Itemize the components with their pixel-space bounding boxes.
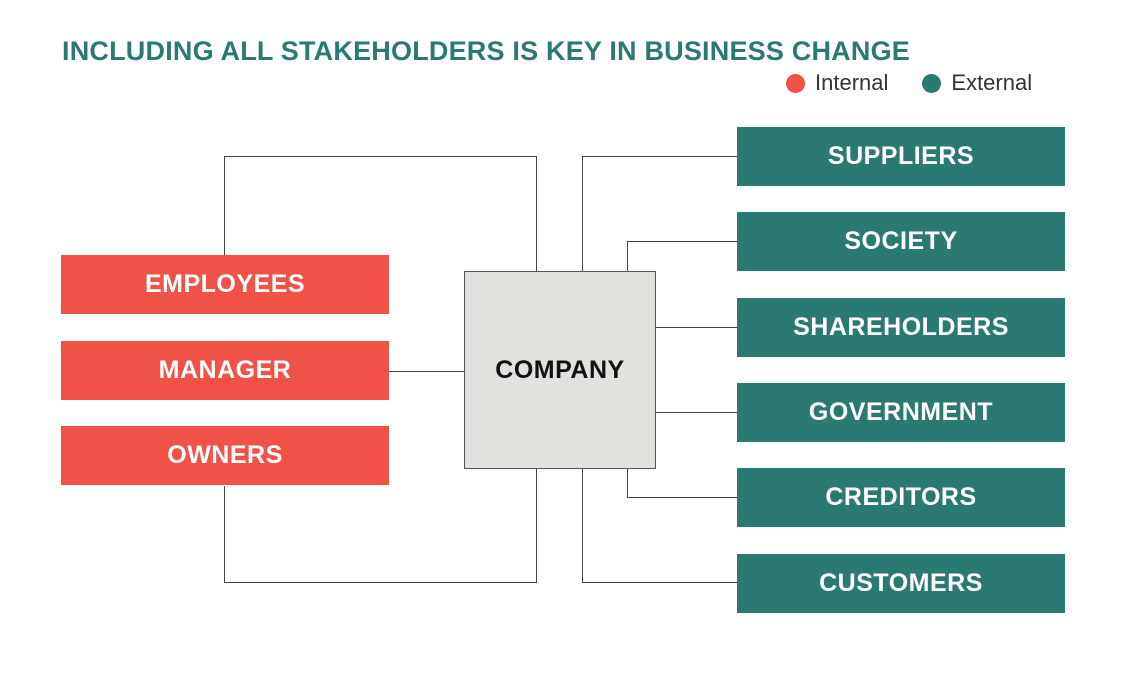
node-society: SOCIETY <box>737 212 1065 271</box>
legend-item-external: External <box>922 70 1032 96</box>
legend-item-internal: Internal <box>786 70 888 96</box>
connector-owners <box>224 469 537 583</box>
legend-label-external: External <box>951 70 1033 95</box>
internal-dot-icon <box>786 73 805 93</box>
connector-creditors <box>627 469 737 498</box>
node-manager: MANAGER <box>61 341 389 400</box>
node-customers: CUSTOMERS <box>737 554 1065 613</box>
node-suppliers: SUPPLIERS <box>737 127 1065 186</box>
node-employees: EMPLOYEES <box>61 255 389 314</box>
connector-customers <box>582 469 737 583</box>
external-dot-icon <box>922 73 942 93</box>
legend: Internal External <box>786 70 1032 96</box>
node-owners: OWNERS <box>61 426 389 485</box>
node-creditors: CREDITORS <box>737 468 1065 527</box>
node-government: GOVERNMENT <box>737 383 1065 442</box>
node-shareholders: SHAREHOLDERS <box>737 298 1065 357</box>
diagram-title: INCLUDING ALL STAKEHOLDERS IS KEY IN BUS… <box>62 36 910 66</box>
connector-suppliers <box>582 156 737 271</box>
connector-employees <box>224 156 537 271</box>
node-company: COMPANY <box>464 271 656 469</box>
connector-society <box>627 241 737 271</box>
legend-label-internal: Internal <box>815 70 889 95</box>
